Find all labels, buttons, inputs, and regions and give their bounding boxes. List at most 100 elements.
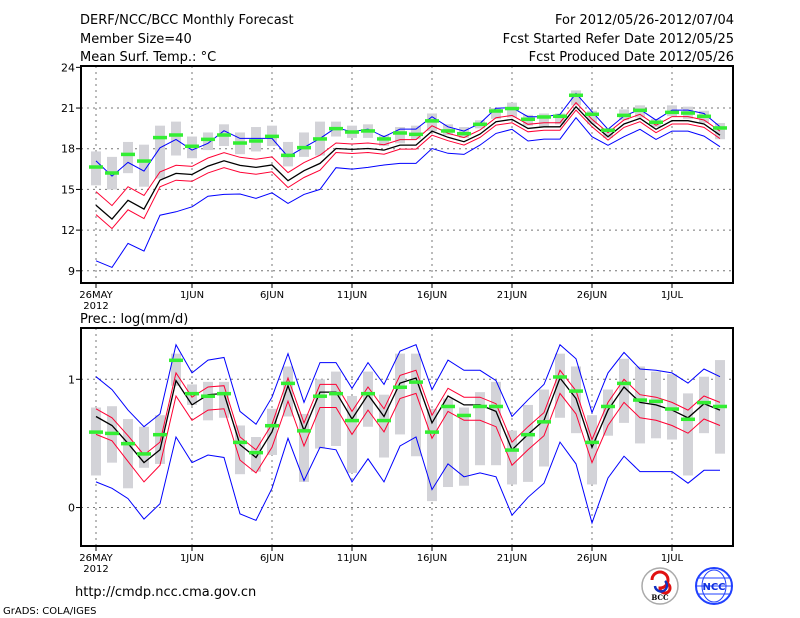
climatology-bar: [331, 371, 341, 446]
climatology-bar: [299, 132, 309, 157]
series-line-upper: [95, 101, 721, 207]
observation-mark: [425, 430, 439, 434]
observation-mark: [617, 113, 631, 118]
observation-mark: [521, 432, 535, 437]
observation-mark: [649, 399, 663, 404]
series-line-mean: [95, 376, 721, 464]
observation-mark: [121, 152, 135, 157]
climatology-bar: [683, 393, 693, 476]
precipitation-panel: 0 1 26MAY 1JUN 6JUN 11JUN 16JUN 21JUN 26JUN 1JUL 2…: [68, 327, 734, 575]
produced-date: Fcst Produced Date 2012/05/26: [529, 50, 734, 65]
x-tick-label: 11JUN: [337, 553, 367, 564]
year-label: 2012: [83, 301, 108, 312]
x-tick-label: 21JUN: [497, 553, 527, 564]
observation-mark: [617, 381, 631, 386]
climatology-bar: [699, 376, 709, 434]
observation-mark: [585, 440, 599, 445]
observation-mark: [217, 133, 231, 137]
observation-mark: [169, 133, 183, 137]
bcc-logo: BCC: [641, 567, 679, 605]
y-tick-label: 0: [68, 502, 75, 515]
observation-mark: [217, 391, 231, 396]
observation-mark: [329, 391, 343, 396]
observation-mark: [409, 380, 423, 384]
variable-label: Mean Surf. Temp.: °C: [80, 50, 216, 65]
climatology-bar: [555, 113, 565, 125]
observation-mark: [473, 122, 487, 127]
x-tick-label: 6JUN: [260, 290, 284, 301]
y-tick-label: 18: [61, 143, 75, 156]
climatology-bar: [523, 404, 533, 482]
climatology-bar: [283, 366, 293, 417]
observation-mark: [233, 440, 247, 445]
x-tick-label: 26JUN: [577, 290, 607, 301]
climatology-bar: [155, 125, 165, 179]
observation-mark: [137, 452, 151, 456]
observation-mark: [297, 429, 311, 433]
y-tick-label: 24: [61, 61, 75, 74]
climatology-bar: [123, 141, 133, 174]
x-tick-label: 21JUN: [497, 290, 527, 301]
climatology-bar: [635, 366, 645, 444]
x-tick-label: 6JUN: [260, 553, 284, 564]
observation-mark: [201, 394, 215, 398]
x-tick-label: 1JUN: [180, 290, 204, 301]
footer-url: http://cmdp.ncc.cma.gov.cn: [75, 585, 256, 600]
observation-mark: [665, 407, 679, 411]
observation-mark: [137, 159, 151, 163]
year-label: 2012: [83, 564, 108, 575]
precip-panel-title: Prec.: log(mm/d): [80, 312, 188, 327]
climatology-bar: [203, 132, 213, 151]
series-line-min: [95, 435, 720, 525]
observation-mark: [681, 111, 695, 115]
x-tick-label: 16JUN: [417, 553, 447, 564]
observation-mark: [297, 145, 311, 150]
climatology-bar: [539, 113, 549, 128]
observation-mark: [265, 423, 279, 428]
climatology-bar: [219, 381, 229, 418]
observation-mark: [569, 389, 583, 393]
observation-mark: [537, 420, 551, 424]
observation-mark: [505, 448, 519, 452]
climatology-bar: [379, 394, 389, 458]
observation-mark: [505, 106, 519, 111]
observation-mark: [585, 112, 599, 117]
chart-title: DERF/NCC/BCC Monthly Forecast: [80, 13, 294, 28]
observation-mark: [393, 385, 407, 389]
observation-mark: [681, 417, 695, 422]
observation-mark: [441, 129, 455, 133]
climatology-bar: [395, 127, 405, 144]
observation-mark: [169, 358, 183, 363]
bcc-logo-text: BCC: [651, 593, 669, 602]
observation-mark: [313, 137, 327, 141]
observation-mark: [409, 132, 423, 137]
observation-mark: [553, 114, 567, 119]
observation-mark: [713, 404, 727, 409]
observation-mark: [201, 137, 215, 142]
climatology-bar: [427, 408, 437, 502]
climatology-bar: [315, 379, 325, 449]
temperature-panel: 9 12 15 18 21 24 26MAY 1JUN 6JUN 11JUN 16JUN 21JUN 2…: [61, 61, 734, 312]
observation-mark: [393, 131, 407, 135]
climatology-bar: [139, 144, 149, 187]
forecast-period: For 2012/05/26-2012/07/04: [555, 13, 734, 28]
x-tick-label: 26MAY: [79, 553, 113, 564]
observation-mark: [249, 139, 263, 143]
member-size: Member Size=40: [80, 32, 192, 47]
observation-mark: [697, 114, 711, 119]
grads-credit: GrADS: COLA/IGES: [3, 606, 97, 617]
observation-mark: [185, 144, 199, 149]
climatology-bar: [139, 426, 149, 468]
climatology-bar: [91, 407, 101, 476]
y-tick-label: 15: [61, 183, 75, 196]
climatology-bar: [491, 108, 501, 119]
observation-mark: [249, 450, 263, 455]
observation-mark: [441, 404, 455, 409]
observation-mark: [457, 131, 471, 136]
series-line-min: [95, 116, 721, 269]
observation-mark: [601, 404, 615, 409]
observation-mark: [457, 413, 471, 418]
series-line-max: [95, 92, 721, 177]
climatology-bar: [171, 353, 181, 386]
